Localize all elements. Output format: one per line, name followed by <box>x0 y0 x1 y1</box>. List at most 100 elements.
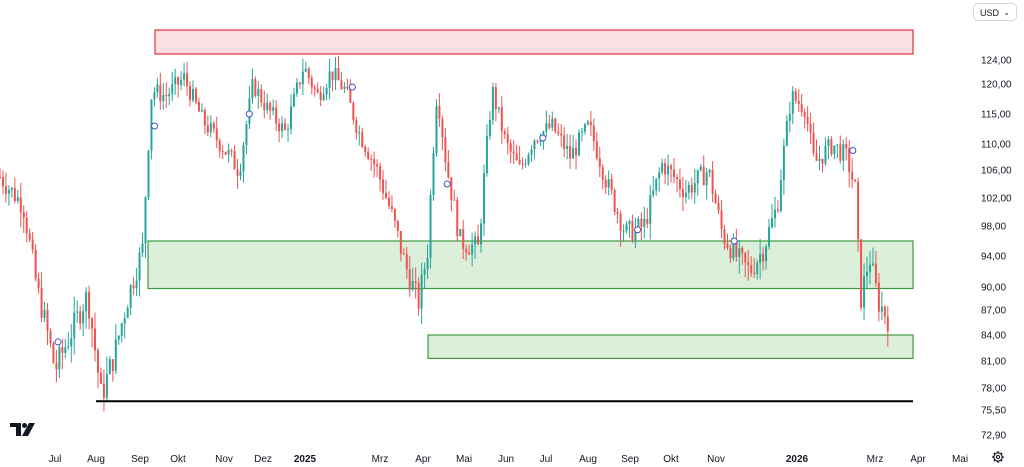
candle <box>376 159 379 178</box>
candle <box>471 232 474 267</box>
candle <box>598 146 601 178</box>
candle <box>105 356 108 403</box>
candle <box>162 83 165 110</box>
y-tick-label: 102,00 <box>981 194 1012 205</box>
candle <box>842 139 845 172</box>
candle <box>385 179 387 200</box>
candle <box>73 296 76 355</box>
y-tick-label: 81,00 <box>981 357 1006 368</box>
candle <box>423 262 426 289</box>
x-tick-label: Jun <box>498 454 514 465</box>
candle <box>815 139 818 162</box>
chevron-down-icon: ⌄ <box>1003 8 1010 17</box>
candle <box>729 244 732 263</box>
candle <box>794 88 797 104</box>
candle <box>563 126 566 158</box>
event-marker[interactable] <box>634 226 642 234</box>
candle <box>791 86 794 125</box>
candle <box>634 217 637 249</box>
candle <box>82 304 85 337</box>
x-tick-label: Sep <box>621 454 639 465</box>
candle <box>681 177 684 212</box>
candle <box>800 94 803 117</box>
candle <box>358 125 361 146</box>
candle <box>667 154 670 186</box>
y-tick-label: 98,00 <box>981 222 1006 233</box>
candle <box>699 164 702 172</box>
support-zone-lower[interactable] <box>427 334 914 359</box>
y-tick-label: 124,00 <box>981 56 1012 67</box>
candle <box>441 115 444 151</box>
event-marker[interactable] <box>849 147 857 154</box>
candle <box>408 255 411 297</box>
candle <box>512 139 515 164</box>
candle <box>361 127 364 149</box>
candle <box>566 133 569 160</box>
event-marker[interactable] <box>54 338 62 346</box>
candle <box>753 257 756 278</box>
candle <box>607 170 610 196</box>
x-tick-label: Mai <box>456 454 472 465</box>
candle <box>19 182 22 228</box>
tradingview-logo[interactable] <box>10 423 36 437</box>
candle <box>818 145 821 171</box>
candle <box>485 123 488 177</box>
candle <box>165 82 168 108</box>
candle <box>189 81 192 107</box>
candle <box>871 247 874 267</box>
candle <box>0 168 1 179</box>
candle <box>595 131 598 161</box>
candle <box>227 143 230 163</box>
candle <box>860 239 863 311</box>
y-tick-label: 90,00 <box>981 283 1006 294</box>
y-axis[interactable]: 124,00 120,00 115,00 110,00 106,00 102,00 98,0… <box>981 56 1012 442</box>
candle <box>652 176 655 198</box>
candle <box>886 306 889 347</box>
candle <box>405 247 408 279</box>
candle <box>744 251 747 278</box>
candle <box>373 151 376 178</box>
candle <box>34 244 37 282</box>
candle <box>462 220 465 260</box>
candle <box>551 111 554 132</box>
currency-dropdown[interactable]: USD ⌄ <box>973 3 1017 21</box>
candle <box>426 244 429 280</box>
event-marker[interactable] <box>539 134 547 142</box>
candle <box>438 93 441 127</box>
candle <box>168 87 171 106</box>
candle <box>708 168 711 178</box>
candle <box>313 84 316 97</box>
event-marker[interactable] <box>730 237 738 245</box>
candle <box>465 244 468 261</box>
event-marker[interactable] <box>151 122 159 130</box>
candle <box>877 273 880 322</box>
support-zone-upper[interactable] <box>147 240 914 290</box>
candle <box>673 157 676 184</box>
candle <box>242 141 245 183</box>
candle <box>322 86 325 102</box>
candle <box>387 191 390 210</box>
candle <box>557 122 560 137</box>
event-marker[interactable] <box>245 110 253 118</box>
candle <box>67 332 70 350</box>
event-marker[interactable] <box>348 83 356 91</box>
y-tick-label: 72,90 <box>981 431 1006 442</box>
x-tick-label: Apr <box>415 454 431 465</box>
event-marker[interactable] <box>443 180 451 188</box>
candle <box>37 272 40 294</box>
candle <box>304 61 307 73</box>
candle <box>340 72 343 90</box>
candle <box>640 212 643 241</box>
candle <box>301 58 304 95</box>
candle <box>171 71 174 102</box>
resistance-zone[interactable] <box>154 29 914 55</box>
gear-icon[interactable] <box>991 450 1005 464</box>
candle <box>527 152 530 166</box>
candle <box>717 195 720 215</box>
candle <box>533 139 536 160</box>
candle <box>771 203 773 229</box>
x-axis[interactable]: Jul Aug Sep Okt Nov Dez 2025 Mrz Apr Mai Jun Jul Aug… <box>49 454 968 465</box>
candle <box>150 99 153 160</box>
candle <box>1 170 4 195</box>
